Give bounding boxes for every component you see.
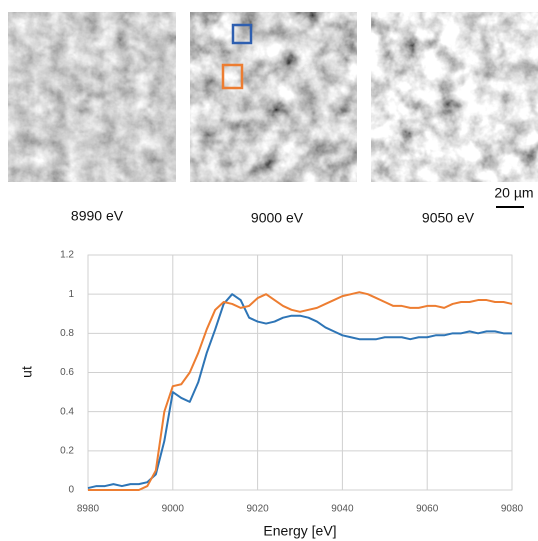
y-tick-label: 0.4 <box>60 406 74 417</box>
image-label: 8990 eV <box>71 208 124 224</box>
image-label: 9050 eV <box>422 210 475 226</box>
x-tick-label: 9040 <box>331 504 354 515</box>
micrograph <box>371 12 538 182</box>
y-tick-label: 1.2 <box>60 250 74 261</box>
y-tick-label: 0.8 <box>60 328 74 339</box>
y-axis-label: ut <box>19 366 35 378</box>
x-tick-label: 9080 <box>501 504 524 515</box>
plot: 0 0.2 0.4 0.6 0.8 1 1.2 8980 9000 9020 9040 9060 908… <box>60 250 523 515</box>
region-marker <box>221 63 244 90</box>
image-label: 9000 eV <box>251 210 304 226</box>
y-tick-label: 0 <box>68 485 74 496</box>
data-line <box>87 293 512 490</box>
x-axis-label: Energy [eV] <box>263 523 336 539</box>
y-tick-label: 1 <box>68 289 74 300</box>
micrograph <box>190 12 357 182</box>
x-tick-label: 8980 <box>77 504 100 515</box>
data-line <box>88 291 513 491</box>
y-tick-label: 0.2 <box>60 445 74 456</box>
micrograph <box>8 12 176 182</box>
x-tick-label: 9020 <box>246 504 269 515</box>
y-tick-label: 0.6 <box>60 367 74 378</box>
scale-bar-label: 20 µm <box>494 185 533 201</box>
x-tick-label: 9000 <box>162 504 185 515</box>
x-tick-label: 9060 <box>416 504 439 515</box>
region-marker <box>231 23 253 45</box>
